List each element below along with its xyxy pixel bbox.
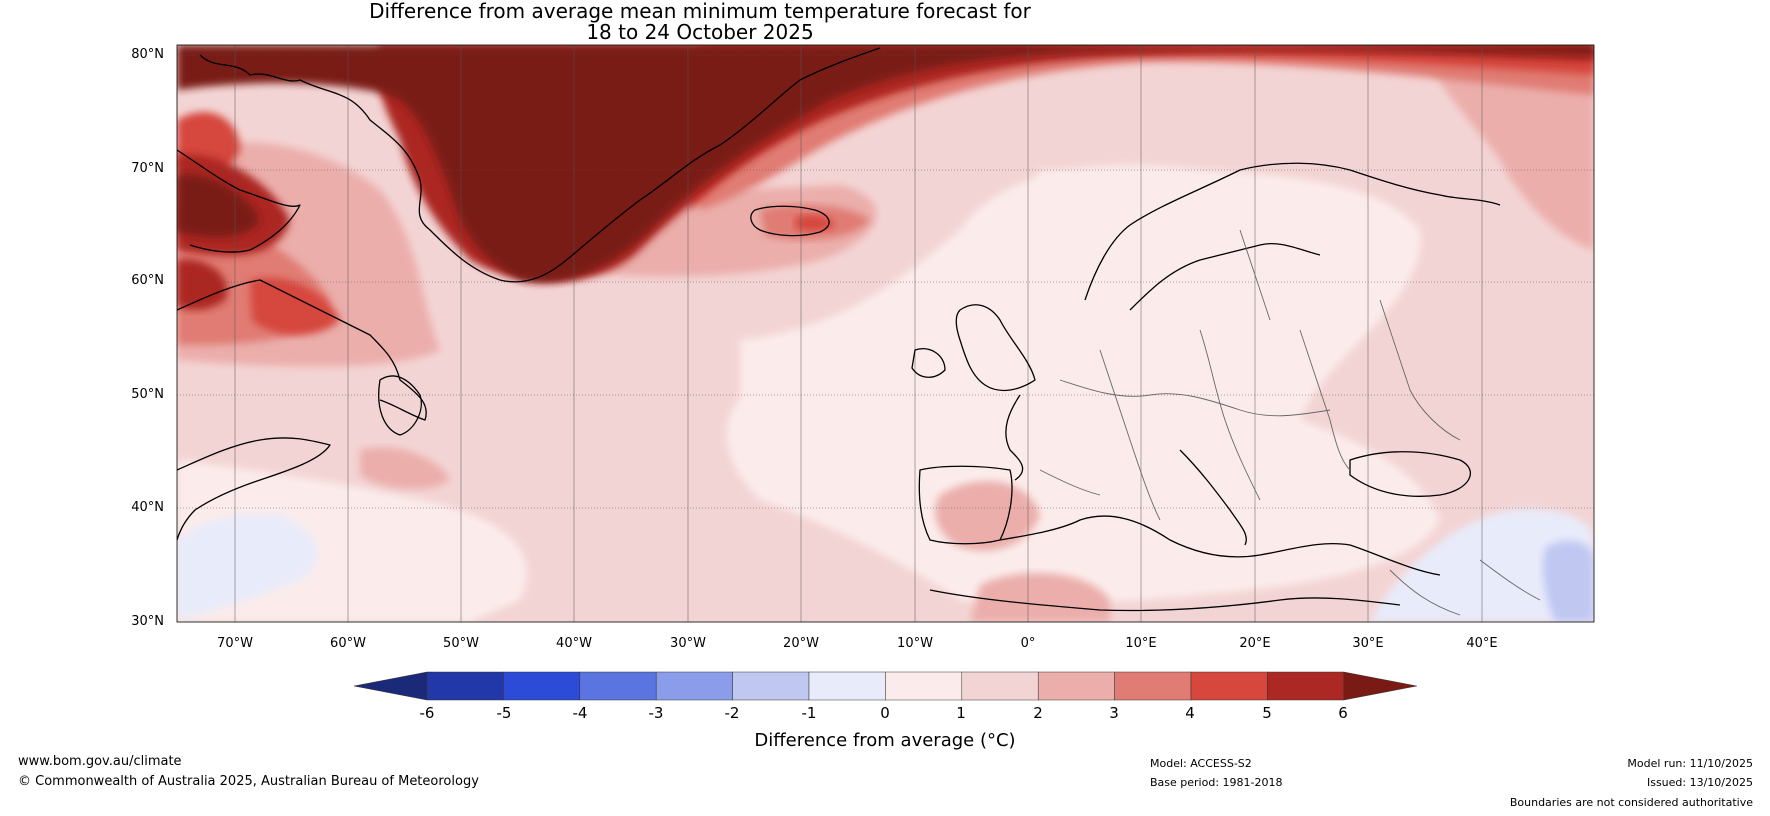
scandinavia-coast	[1084, 162, 1501, 311]
legend-tick: 2	[1033, 704, 1043, 722]
lat-label-80n: 80°N	[131, 47, 164, 62]
lon-label-20w: 20°W	[783, 636, 819, 651]
boundary-disclaimer: Boundaries are not considered authoritat…	[1509, 796, 1753, 809]
lon-label-0: 0°	[1020, 636, 1036, 651]
lon-label-10w: 10°W	[897, 636, 933, 651]
model-run-date: Model run: 11/10/2025	[1627, 757, 1753, 770]
anomaly-region-minus-1-to-0	[177, 513, 318, 620]
website-link[interactable]: www.bom.gov.au/climate	[18, 754, 182, 769]
legend-tick: -1	[801, 704, 817, 722]
legend-swatch	[353, 671, 428, 701]
copyright-notice: © Commonwealth of Australia 2025, Austra…	[18, 774, 479, 789]
legend-swatch	[808, 671, 886, 701]
map-title-line-2: 18 to 24 October 2025	[586, 20, 814, 44]
anomaly-region-0-to-1	[1036, 170, 1230, 247]
map-title-line-1: Difference from average mean minimum tem…	[369, 0, 1031, 23]
lat-label-50n: 50°N	[131, 387, 164, 402]
map-frame	[176, 44, 1595, 623]
lon-label-40w: 40°W	[556, 636, 592, 651]
lat-label-40n: 40°N	[131, 500, 164, 515]
legend-swatch	[1267, 671, 1345, 701]
iceland-coast	[750, 205, 830, 237]
base-period: Base period: 1981-2018	[1150, 776, 1283, 789]
anomaly-region-above-6	[177, 174, 260, 237]
model-name: Model: ACCESS-S2	[1150, 757, 1252, 770]
legend-swatch	[1343, 671, 1417, 701]
lon-label-30w: 30°W	[670, 636, 706, 651]
lon-label-70w: 70°W	[217, 636, 253, 651]
lat-label-70n: 70°N	[131, 161, 164, 176]
lon-label-20e: 20°E	[1239, 636, 1271, 651]
baffin-coast	[177, 149, 301, 253]
coastlines	[177, 47, 1501, 612]
graticule	[177, 45, 1594, 622]
legend-tick: 6	[1338, 704, 1348, 722]
legend-swatch	[885, 671, 963, 701]
lon-label-50w: 50°W	[443, 636, 479, 651]
legend-swatch	[503, 671, 581, 701]
legend-colorbar	[353, 671, 1417, 701]
legend-swatch	[732, 671, 810, 701]
lon-label-40e: 40°E	[1466, 636, 1498, 651]
legend-tick: -4	[572, 704, 588, 722]
legend-tick: 1	[956, 704, 966, 722]
legend-tick: -3	[648, 704, 664, 722]
anomaly-region-4-to-5	[250, 277, 340, 335]
legend-swatch	[961, 671, 1039, 701]
legend-tick: -2	[724, 704, 740, 722]
mediterranean-coast	[929, 515, 1441, 612]
lon-label-60w: 60°W	[330, 636, 366, 651]
legend-tick: 4	[1185, 704, 1195, 722]
north-america-east-coast	[177, 437, 331, 541]
legend-tick: 5	[1262, 704, 1272, 722]
legend-swatch	[1114, 671, 1192, 701]
legend-tick: 3	[1109, 704, 1119, 722]
black-sea-coast	[1349, 451, 1472, 497]
anomaly-region-2-to-3	[970, 573, 1110, 622]
country-borders	[1039, 229, 1541, 616]
anomaly-region-2-to-3	[1420, 45, 1594, 250]
anomaly-region-minus-2-to-minus-1	[1543, 540, 1594, 622]
legend-swatch	[655, 671, 733, 701]
anomaly-region-above-6	[177, 45, 1594, 283]
legend-swatch	[579, 671, 657, 701]
legend-title: Difference from average (°C)	[754, 730, 1016, 751]
legend-tick: 0	[880, 704, 890, 722]
lat-label-60n: 60°N	[131, 273, 164, 288]
legend-tick: -6	[419, 704, 435, 722]
italy-coast	[1179, 449, 1247, 546]
lon-label-30e: 30°E	[1352, 636, 1384, 651]
anomaly-region-2-to-3	[360, 447, 450, 490]
greenland-coast	[199, 47, 881, 283]
labrador-coast	[177, 279, 427, 421]
anomaly-region-0-to-1	[726, 165, 1440, 605]
legend-tick: -5	[496, 704, 512, 722]
british-isles-coast	[911, 304, 1036, 392]
anomaly-region-5-to-6	[177, 259, 228, 310]
temperature-anomaly-field	[177, 45, 1594, 622]
legend-swatch	[426, 671, 504, 701]
legend-swatch	[1190, 671, 1268, 701]
lon-label-10e: 10°E	[1125, 636, 1157, 651]
anomaly-region-3-to-4	[695, 45, 1594, 210]
lat-label-30n: 30°N	[131, 614, 164, 629]
legend-swatch	[1037, 671, 1115, 701]
anomaly-region-2-to-3	[935, 481, 1040, 551]
newfoundland-coast	[378, 375, 422, 436]
anomaly-region-4-to-5	[795, 214, 835, 232]
issued-date: Issued: 13/10/2025	[1646, 776, 1753, 789]
